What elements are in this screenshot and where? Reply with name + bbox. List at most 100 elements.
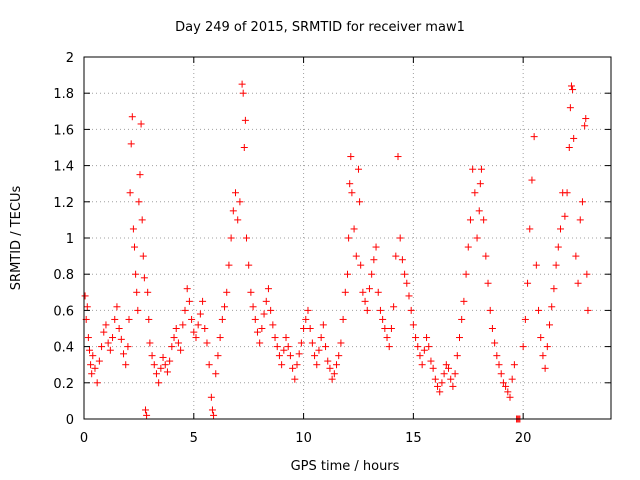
- data-point: [347, 153, 355, 161]
- data-point: [368, 270, 376, 278]
- data-point: [98, 343, 106, 351]
- data-point: [124, 343, 132, 351]
- y-tick-label: 1.8: [53, 87, 74, 102]
- data-point: [473, 234, 481, 242]
- data-point: [253, 328, 261, 336]
- data-point: [563, 189, 571, 197]
- data-point: [247, 288, 255, 296]
- data-point: [526, 225, 534, 233]
- data-point: [291, 375, 299, 383]
- data-point: [392, 252, 400, 260]
- data-point: [451, 370, 459, 378]
- data-point: [146, 339, 154, 347]
- data-point: [401, 270, 409, 278]
- data-point: [161, 361, 169, 369]
- data-point: [218, 315, 226, 323]
- data-point: [88, 370, 96, 378]
- data-point: [238, 80, 246, 88]
- data-point: [210, 411, 218, 419]
- data-point: [302, 315, 310, 323]
- data-point: [240, 144, 248, 151]
- data-point: [183, 285, 191, 293]
- data-points: [81, 80, 592, 423]
- data-point: [554, 243, 562, 251]
- data-point: [484, 279, 492, 287]
- data-point: [295, 350, 303, 358]
- data-point: [273, 343, 281, 351]
- data-point: [390, 303, 398, 311]
- data-point: [125, 315, 133, 323]
- x-axis-label: GPS time / hours: [291, 459, 400, 474]
- data-point: [315, 346, 323, 354]
- data-point: [425, 343, 433, 351]
- data-point: [242, 234, 250, 242]
- data-point: [429, 364, 437, 372]
- data-point: [379, 315, 387, 323]
- data-point: [346, 180, 354, 188]
- data-point: [166, 357, 174, 365]
- data-point: [521, 315, 529, 323]
- data-point: [205, 361, 213, 369]
- x-tick-label: 15: [405, 431, 422, 446]
- data-point: [582, 115, 590, 123]
- data-point: [181, 306, 189, 314]
- data-point: [134, 306, 142, 314]
- data-point: [357, 261, 365, 269]
- data-point: [434, 382, 442, 390]
- data-point: [510, 361, 518, 369]
- data-point: [394, 153, 402, 161]
- data-point: [409, 321, 417, 329]
- data-point: [583, 270, 591, 278]
- y-tick-label: 0.8: [53, 268, 74, 283]
- data-point: [89, 352, 97, 360]
- data-point: [455, 334, 463, 342]
- data-point: [201, 325, 209, 332]
- data-point: [352, 252, 360, 260]
- data-point: [136, 171, 144, 179]
- data-point: [374, 288, 382, 296]
- data-point: [106, 346, 114, 354]
- data-point: [139, 252, 147, 260]
- data-point: [280, 346, 288, 354]
- data-point: [449, 382, 457, 390]
- data-point: [341, 288, 349, 296]
- data-point: [267, 306, 275, 314]
- data-point: [203, 339, 211, 347]
- data-point: [234, 216, 242, 224]
- y-tick-label: 0.2: [53, 377, 74, 392]
- data-point: [570, 134, 578, 142]
- data-point: [109, 334, 117, 342]
- data-point: [196, 310, 204, 318]
- data-point: [126, 189, 134, 197]
- data-point: [466, 216, 474, 224]
- data-point: [372, 243, 380, 251]
- data-point: [216, 334, 224, 342]
- data-point: [565, 144, 573, 151]
- data-point: [297, 339, 305, 347]
- data-point: [462, 270, 470, 278]
- data-point: [102, 321, 110, 329]
- data-point: [113, 303, 121, 311]
- data-point: [87, 361, 95, 369]
- data-point: [442, 361, 450, 369]
- data-point: [155, 379, 163, 387]
- data-point: [350, 225, 358, 233]
- data-point: [227, 234, 235, 242]
- data-point: [137, 120, 145, 128]
- data-point: [264, 285, 272, 293]
- data-point: [199, 297, 207, 305]
- data-point: [356, 198, 364, 206]
- data-point: [271, 334, 279, 342]
- data-point: [333, 361, 341, 369]
- y-tick-label: 1: [66, 232, 74, 247]
- data-point: [289, 364, 297, 372]
- y-tick-label: 0.4: [53, 341, 74, 356]
- data-point: [497, 370, 505, 378]
- data-point: [150, 361, 158, 369]
- data-point: [427, 357, 435, 365]
- data-point: [344, 270, 351, 278]
- data-point: [561, 212, 569, 220]
- data-point: [141, 406, 149, 414]
- data-point: [469, 165, 477, 173]
- data-point: [275, 352, 283, 360]
